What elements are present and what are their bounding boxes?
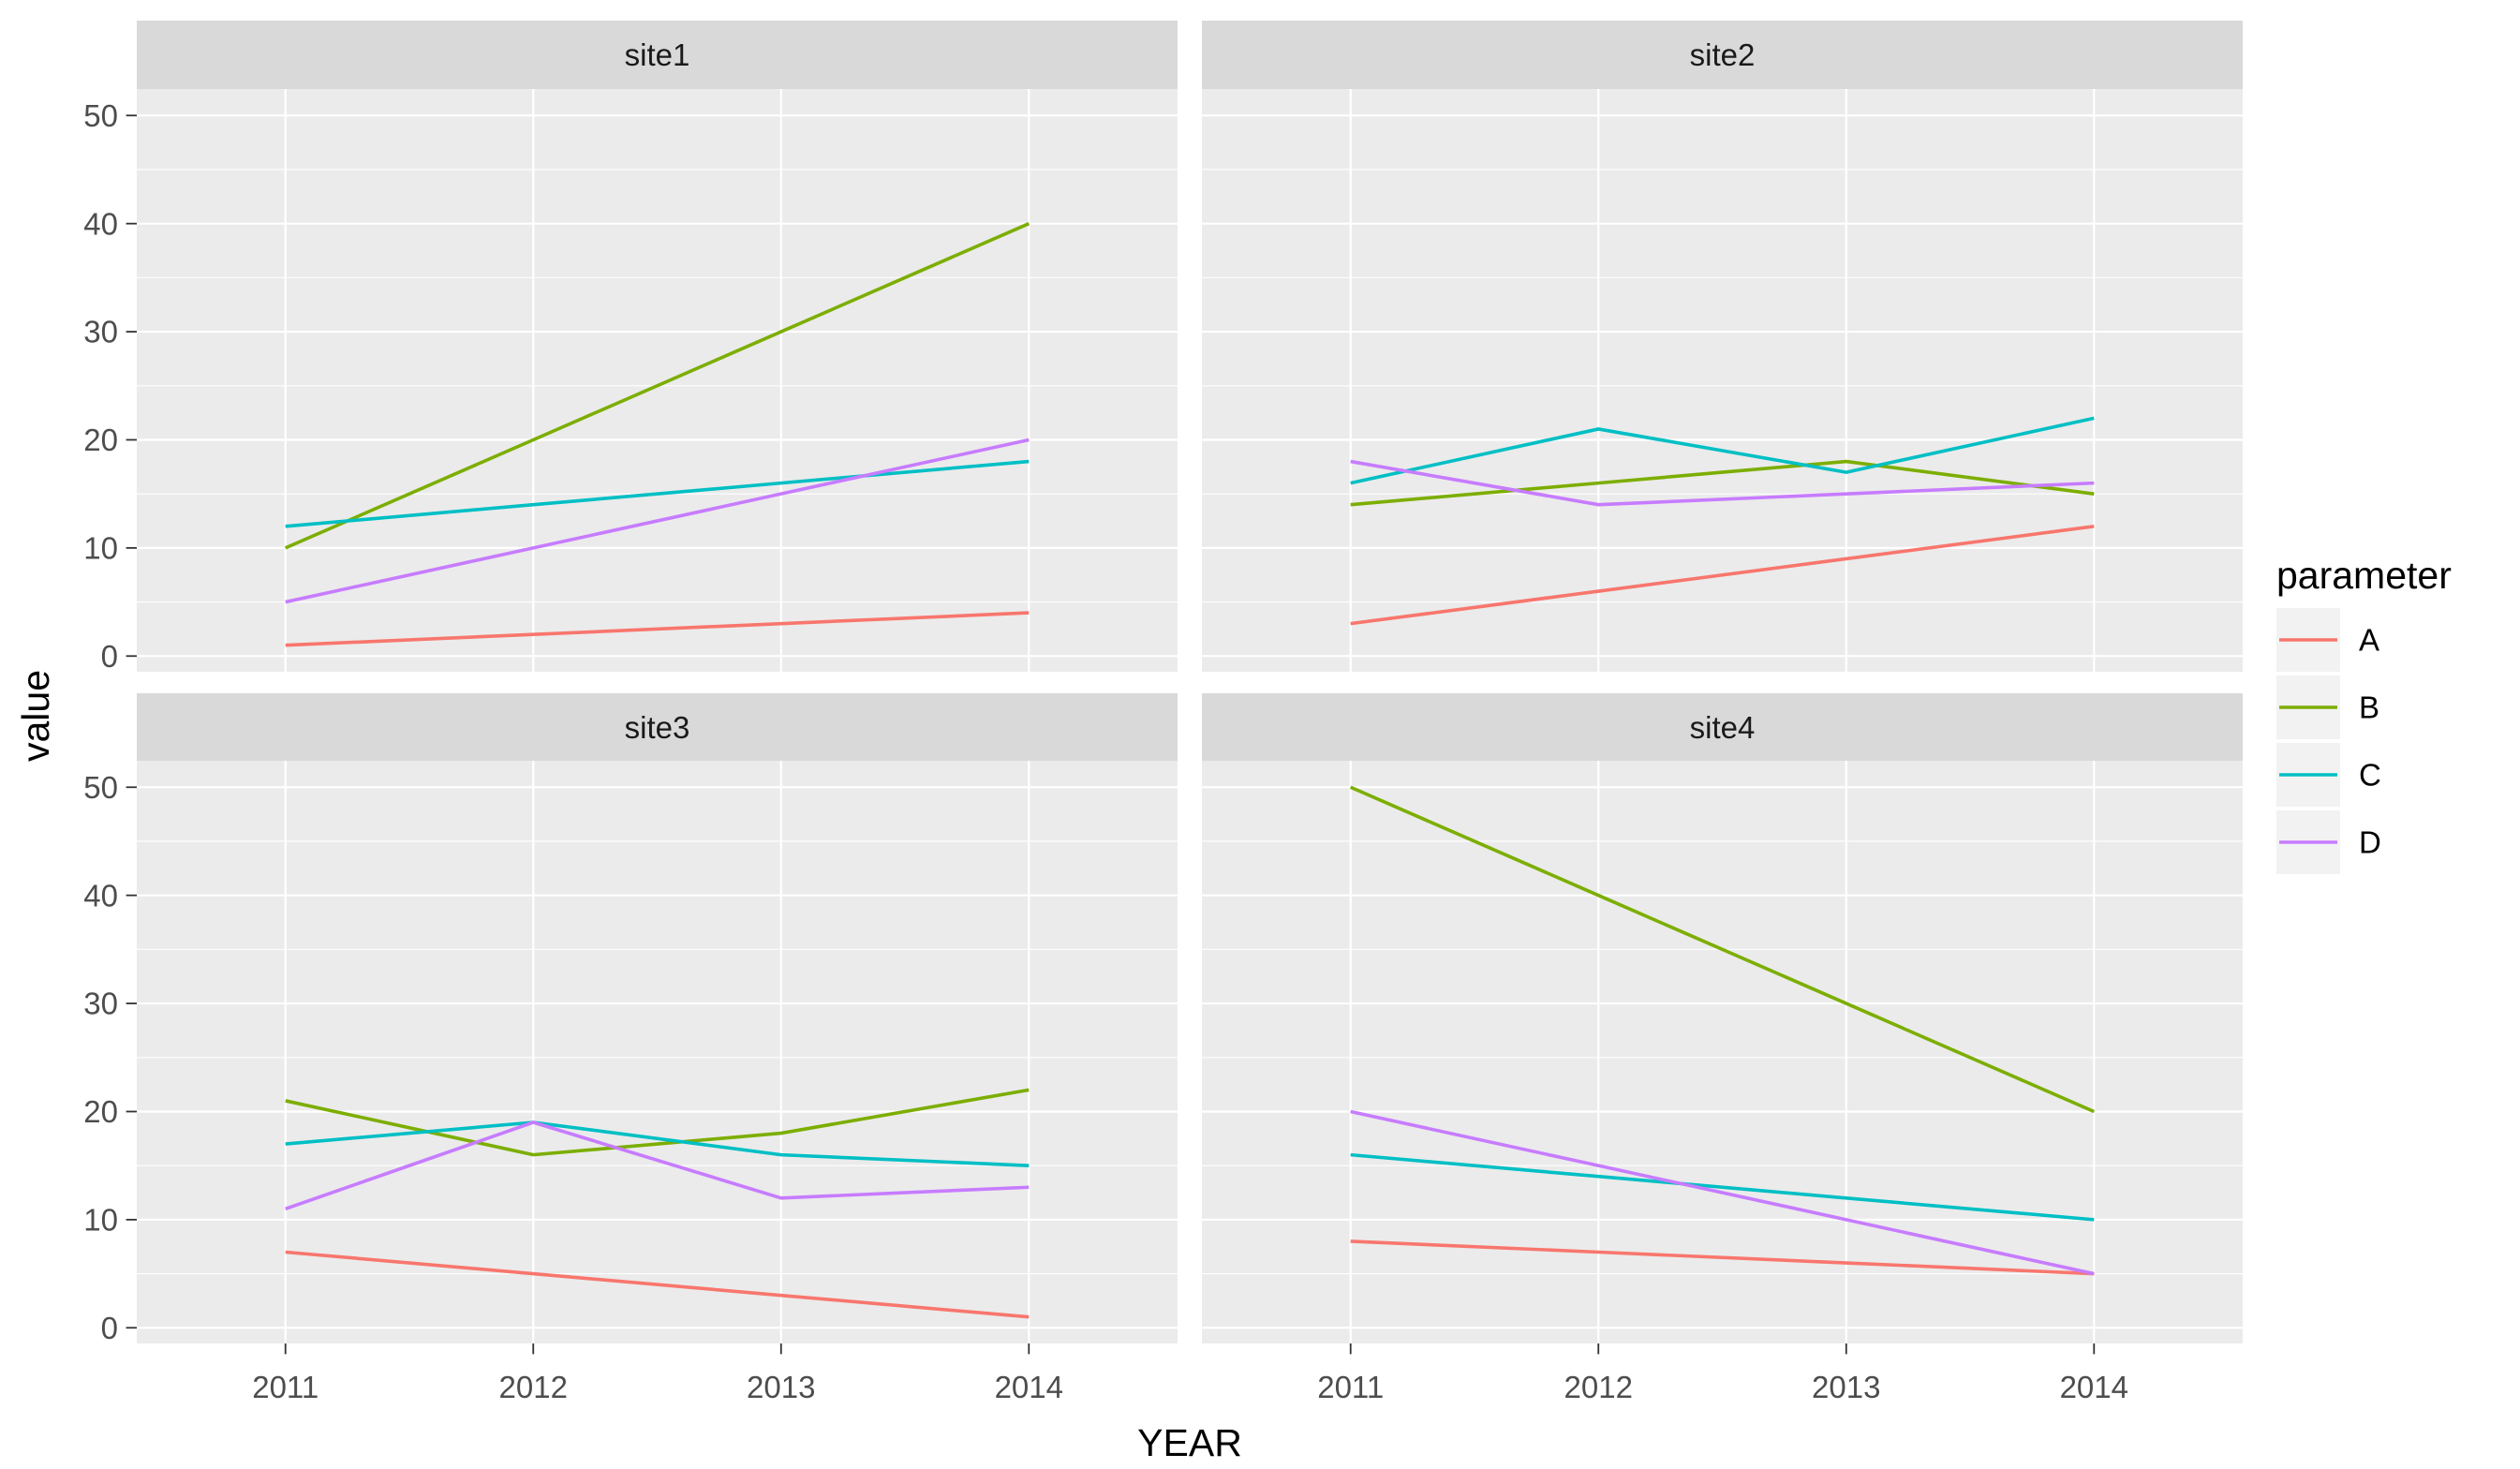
- facet-strip: [1202, 693, 2243, 762]
- series-line-C: [1350, 416, 2095, 485]
- y-axis-tick-label: 30: [83, 315, 118, 349]
- y-axis-tick-label: 40: [83, 206, 118, 241]
- y-axis-tick-label: 0: [101, 639, 118, 674]
- facet-panel: site1: [137, 21, 1178, 672]
- facet-strip: [1202, 21, 2243, 89]
- legend-entry-label: B: [2359, 690, 2379, 725]
- series-line-A: [1350, 1239, 2095, 1276]
- x-axis-tick-label: 2013: [747, 1370, 815, 1404]
- y-axis-tick-label: 40: [83, 878, 118, 913]
- y-axis-tick-label: 20: [83, 1094, 118, 1129]
- series-line-B: [285, 1088, 1030, 1157]
- series-line-B: [284, 222, 1030, 550]
- x-axis-title: YEAR: [1137, 1421, 1242, 1464]
- facet-strip-label: site4: [1690, 710, 1756, 745]
- legend-entry-label: A: [2359, 623, 2379, 658]
- facet-panel: site3: [137, 693, 1178, 1343]
- x-axis-tick-label: 2013: [1812, 1370, 1880, 1404]
- axes-layer: 0 10 20 30 40 50 0 10 20 30 40 50 2011 2012 2013 2014 20…: [83, 98, 2128, 1404]
- series-line-B: [1349, 785, 2096, 1114]
- y-axis-tick-label: 0: [101, 1311, 118, 1345]
- facet-strip-label: site2: [1690, 37, 1756, 72]
- series-line-D: [1350, 459, 2095, 507]
- series-line-C: [285, 1120, 1030, 1167]
- y-axis-tick-label: 20: [83, 423, 118, 457]
- facet-strip-label: site1: [625, 37, 690, 72]
- legend-entry-label: D: [2359, 825, 2381, 860]
- y-axis-tick-label: 50: [83, 98, 118, 133]
- x-axis-tick-label: 2012: [499, 1370, 568, 1404]
- y-axis-tick-label: 30: [83, 987, 118, 1021]
- series-line-D: [285, 1120, 1030, 1211]
- x-axis-tick-label: 2014: [2060, 1370, 2128, 1404]
- legend-title: parameter: [2276, 554, 2452, 597]
- series-line-A: [1350, 525, 2095, 626]
- facet-strip: [137, 21, 1178, 89]
- y-axis-tick-label: 10: [83, 1202, 118, 1237]
- facet-strip: [137, 693, 1178, 762]
- y-axis-title: value: [14, 670, 57, 762]
- series-line-A: [285, 1250, 1030, 1319]
- x-axis-tick-label: 2014: [995, 1370, 1063, 1404]
- series-line-D: [285, 438, 1030, 604]
- y-axis-tick-label: 10: [83, 530, 118, 565]
- panel-background: [137, 761, 1178, 1343]
- panel-background: [1202, 89, 2243, 672]
- y-axis-tick-label: 50: [83, 770, 118, 805]
- x-axis-tick-label: 2011: [1317, 1370, 1384, 1404]
- series-line-C: [1350, 1152, 2095, 1222]
- legend-entry-label: C: [2359, 758, 2381, 793]
- series-line-D: [1350, 1109, 2095, 1276]
- panels-layer: site1 site2 site3 site4: [137, 21, 2243, 1343]
- panel-background: [137, 89, 1178, 672]
- series-line-A: [285, 611, 1030, 647]
- panel-background: [1202, 761, 2243, 1343]
- series-line-C: [285, 459, 1030, 528]
- x-axis-tick-label: 2011: [252, 1370, 319, 1404]
- facet-panel: site4: [1202, 693, 2243, 1343]
- x-axis-tick-label: 2012: [1564, 1370, 1633, 1404]
- facet-strip-label: site3: [625, 710, 690, 745]
- series-line-B: [1350, 459, 2095, 507]
- facet-panel: site2: [1202, 21, 2243, 672]
